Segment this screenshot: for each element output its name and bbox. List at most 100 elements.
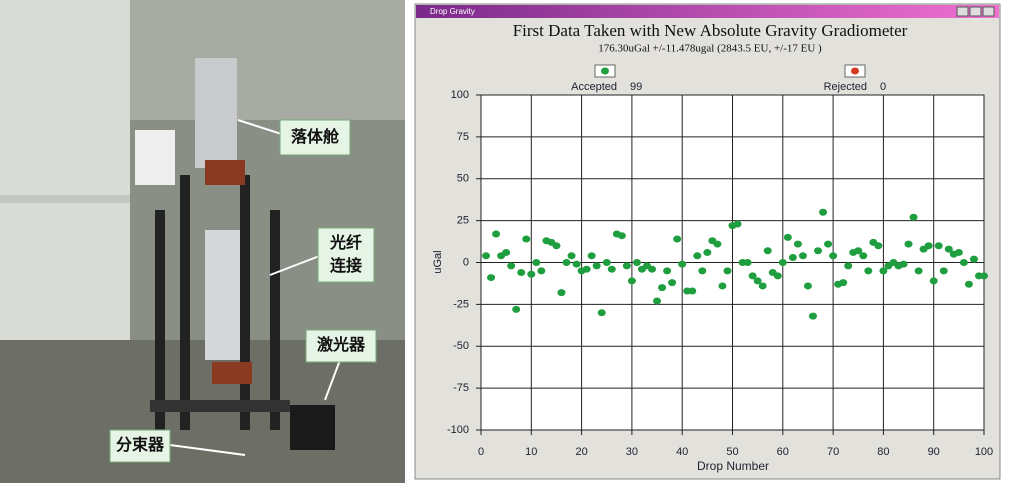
data-point bbox=[900, 261, 908, 268]
minimize-button[interactable] bbox=[957, 7, 968, 16]
data-point bbox=[965, 281, 973, 288]
data-point bbox=[532, 259, 540, 266]
data-point bbox=[512, 306, 520, 313]
data-point bbox=[678, 261, 686, 268]
photo-label: 落体舱 bbox=[291, 127, 340, 146]
data-point bbox=[789, 254, 797, 261]
title-bar bbox=[416, 5, 999, 18]
x-tick-label: 0 bbox=[478, 446, 484, 458]
data-point bbox=[522, 236, 530, 243]
data-point bbox=[628, 277, 636, 284]
page: 落体舱 光纤 连接 激光器 分束器 Drop Gravity First Dat… bbox=[0, 0, 1023, 483]
y-tick-label: 75 bbox=[457, 131, 469, 143]
y-tick-label: -50 bbox=[453, 340, 469, 352]
data-point bbox=[759, 282, 767, 289]
data-point bbox=[603, 259, 611, 266]
legend-count: 0 bbox=[880, 81, 886, 93]
legend-label: Accepted bbox=[571, 81, 617, 93]
x-tick-label: 10 bbox=[525, 446, 537, 458]
y-tick-label: 50 bbox=[457, 173, 469, 185]
data-point bbox=[930, 277, 938, 284]
data-point bbox=[844, 262, 852, 269]
data-point bbox=[829, 252, 837, 259]
data-point bbox=[517, 269, 525, 276]
data-point bbox=[955, 249, 963, 256]
data-point bbox=[663, 267, 671, 274]
data-point bbox=[648, 266, 656, 273]
x-tick-label: 80 bbox=[877, 446, 889, 458]
y-axis-label: uGal bbox=[432, 250, 444, 273]
y-tick-label: -75 bbox=[453, 382, 469, 394]
photo-label: 光纤 bbox=[329, 233, 362, 252]
x-tick-label: 70 bbox=[827, 446, 839, 458]
data-point bbox=[713, 241, 721, 248]
close-button[interactable] bbox=[983, 7, 994, 16]
data-point bbox=[910, 214, 918, 221]
data-point bbox=[734, 220, 742, 227]
data-point bbox=[779, 259, 787, 266]
data-point bbox=[764, 247, 772, 254]
data-point bbox=[507, 262, 515, 269]
data-point bbox=[905, 241, 913, 248]
data-point bbox=[653, 298, 661, 305]
x-tick-label: 60 bbox=[777, 446, 789, 458]
maximize-button[interactable] bbox=[970, 7, 981, 16]
data-point bbox=[598, 309, 606, 316]
y-tick-label: -25 bbox=[453, 298, 469, 310]
data-point bbox=[864, 267, 872, 274]
data-point bbox=[970, 256, 978, 263]
legend-marker bbox=[601, 68, 609, 75]
data-point bbox=[557, 289, 565, 296]
data-point bbox=[723, 267, 731, 274]
x-axis-label: Drop Number bbox=[697, 459, 769, 473]
legend-count: 99 bbox=[630, 81, 642, 93]
x-tick-label: 50 bbox=[726, 446, 738, 458]
data-point bbox=[583, 266, 591, 273]
data-point bbox=[537, 267, 545, 274]
data-point bbox=[573, 261, 581, 268]
data-point bbox=[688, 287, 696, 294]
data-point bbox=[502, 249, 510, 256]
data-point bbox=[618, 232, 626, 239]
data-point bbox=[487, 274, 495, 281]
data-point bbox=[915, 267, 923, 274]
data-point bbox=[824, 241, 832, 248]
data-point bbox=[859, 252, 867, 259]
data-point bbox=[799, 252, 807, 259]
y-tick-label: -100 bbox=[447, 424, 469, 436]
legend-label: Rejected bbox=[824, 81, 867, 93]
x-tick-label: 90 bbox=[928, 446, 940, 458]
data-point bbox=[527, 271, 535, 278]
data-point bbox=[718, 282, 726, 289]
data-point bbox=[940, 267, 948, 274]
data-point bbox=[980, 272, 988, 279]
data-point bbox=[819, 209, 827, 216]
data-point bbox=[568, 252, 576, 259]
data-point bbox=[703, 249, 711, 256]
data-point bbox=[794, 241, 802, 248]
data-point bbox=[482, 252, 490, 259]
window: Drop Gravity First Data Taken with New A… bbox=[415, 4, 1000, 479]
data-point bbox=[744, 259, 752, 266]
data-point bbox=[693, 252, 701, 259]
data-point bbox=[839, 279, 847, 286]
data-point bbox=[633, 259, 641, 266]
window-title: Drop Gravity bbox=[430, 7, 475, 16]
data-point bbox=[673, 236, 681, 243]
legend-marker bbox=[851, 68, 859, 75]
chart-title: First Data Taken with New Absolute Gravi… bbox=[513, 21, 908, 40]
data-point bbox=[623, 262, 631, 269]
chart-subtitle: 176.30uGal +/-11.478ugal (2843.5 EU, +/-… bbox=[598, 43, 822, 55]
data-point bbox=[814, 247, 822, 254]
photo-label: 激光器 bbox=[317, 335, 366, 354]
data-point bbox=[874, 242, 882, 249]
y-tick-label: 0 bbox=[463, 256, 469, 268]
data-point bbox=[960, 259, 968, 266]
data-point bbox=[925, 242, 933, 249]
y-tick-label: 25 bbox=[457, 215, 469, 227]
data-point bbox=[935, 242, 943, 249]
data-point bbox=[658, 284, 666, 291]
x-tick-label: 40 bbox=[676, 446, 688, 458]
data-point bbox=[492, 231, 500, 238]
data-point bbox=[588, 252, 596, 259]
